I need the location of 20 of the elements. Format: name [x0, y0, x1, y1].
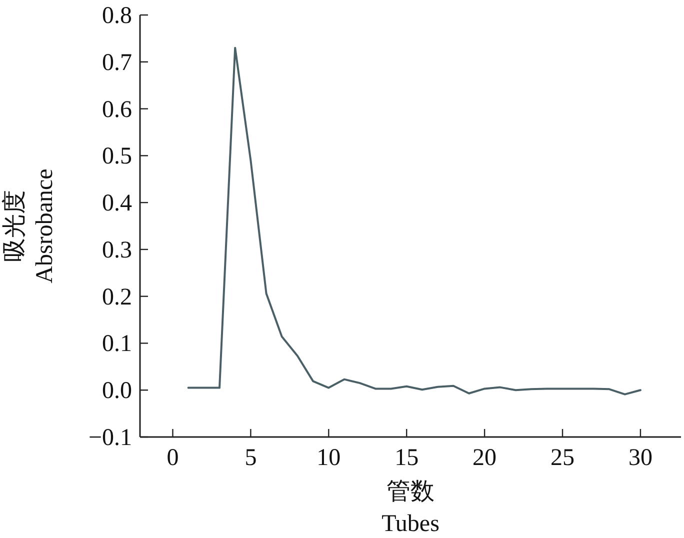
y-tick-label: 0.1 — [102, 331, 132, 358]
x-tick-label: 15 — [394, 445, 419, 471]
y-tick-label: 0.4 — [102, 190, 132, 217]
x-tick-label: 25 — [550, 445, 575, 471]
y-tick-label: 0.5 — [102, 144, 132, 170]
x-tick-label: 10 — [316, 445, 341, 471]
y-axis-title: 吸光度 Absrobance — [1, 168, 58, 284]
y-tick-label: 0.7 — [102, 50, 132, 76]
y-tick-label: 0.6 — [102, 96, 132, 123]
x-tick-label: 20 — [472, 445, 497, 471]
y-tick-label: 0.8 — [102, 3, 132, 29]
line-series — [187, 46, 642, 396]
x-tick-label: 0 — [166, 445, 179, 471]
y-tick-label: 0.0 — [102, 378, 132, 404]
y-tick-label: −0.1 — [88, 425, 132, 451]
y-tick-label: 0.3 — [102, 237, 132, 264]
x-tick-label: 30 — [628, 445, 652, 471]
y-tick-label: 0.2 — [102, 284, 132, 310]
x-axis-title: 管数 Tubes — [382, 479, 440, 537]
x-tick-label: 5 — [244, 445, 257, 471]
